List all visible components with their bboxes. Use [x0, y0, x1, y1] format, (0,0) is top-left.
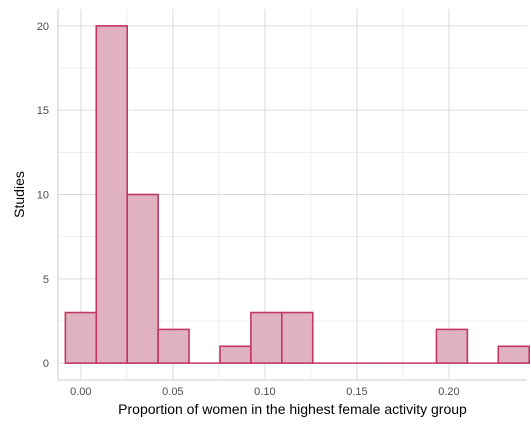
x-tick-labels: 0.00 0.05 0.10 0.15 0.20: [70, 386, 460, 398]
histogram-bar: [435, 328, 469, 364]
histogram-bar: [126, 193, 159, 364]
histogram-bar: [157, 328, 190, 364]
histogram-bars: [64, 25, 531, 364]
x-tick-label: 0.10: [254, 386, 275, 398]
histogram-bar: [95, 25, 129, 364]
histogram-bar: [497, 345, 531, 364]
x-tick-label: 0.00: [70, 386, 91, 398]
y-tick-label: 10: [37, 190, 49, 202]
x-axis-title: Proportion of women in the highest femal…: [118, 401, 467, 417]
y-tick-label: 5: [43, 274, 49, 286]
histogram-bar: [281, 311, 314, 364]
y-tick-label: 15: [37, 105, 49, 117]
y-tick-labels: 0 5 10 15 20: [37, 21, 49, 370]
histogram-bar: [219, 345, 252, 364]
y-axis-title: Studies: [11, 171, 27, 218]
y-tick-label: 0: [43, 358, 49, 370]
x-tick-label: 0.15: [346, 386, 367, 398]
histogram-bar: [250, 311, 283, 364]
x-tick-label: 0.05: [162, 386, 183, 398]
x-tick-label: 0.20: [438, 386, 459, 398]
histogram-bar: [64, 311, 98, 364]
y-tick-label: 20: [37, 21, 49, 33]
